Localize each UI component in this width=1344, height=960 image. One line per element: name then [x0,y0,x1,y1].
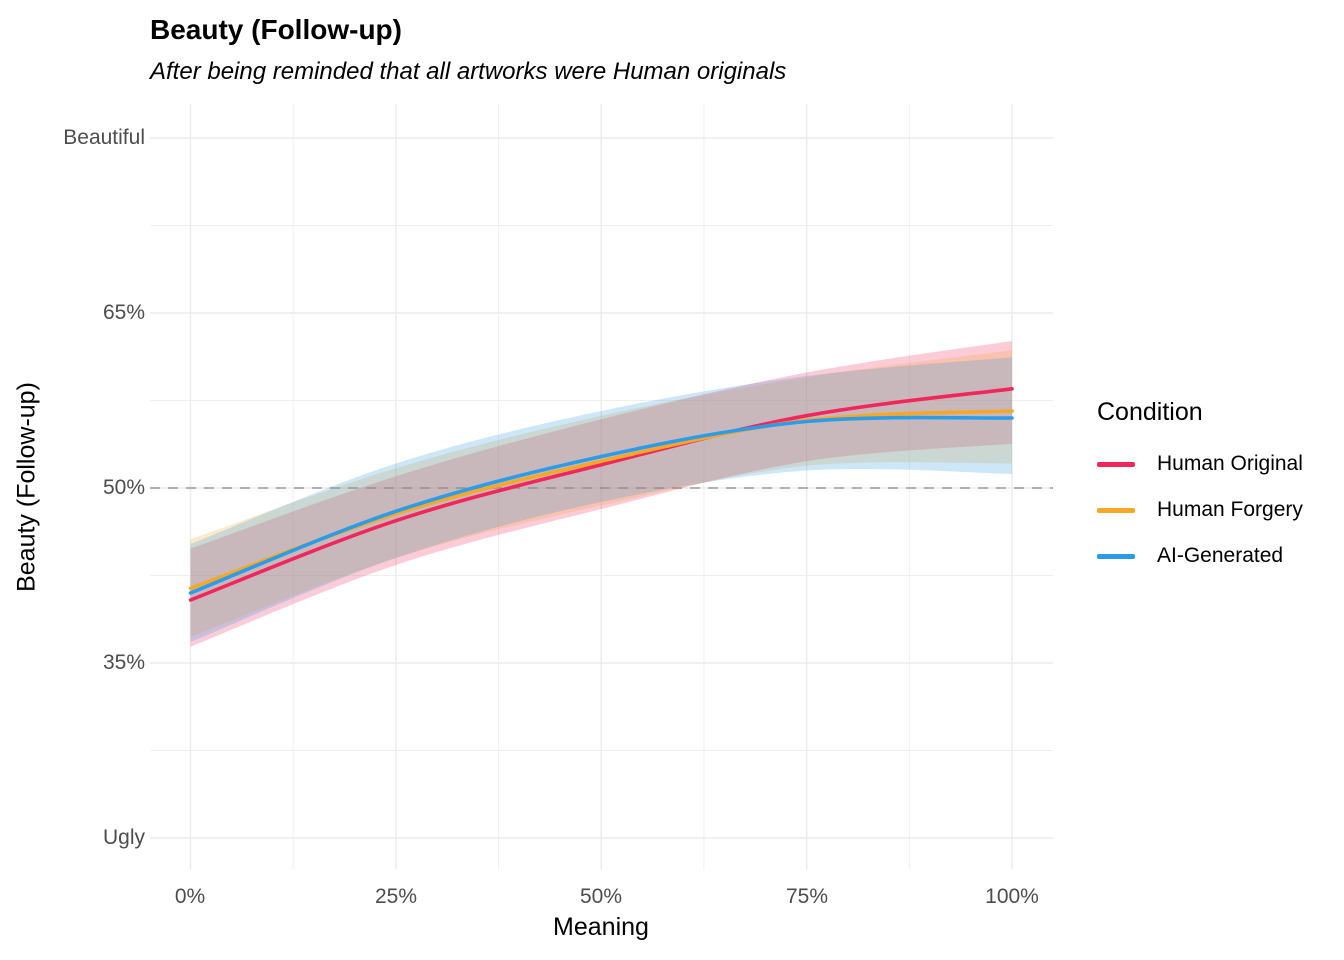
legend-label-human-forgery: Human Forgery [1157,498,1303,521]
series-line-ai-generated [188,415,1014,595]
legend-swatch-human-forgery [1097,507,1135,513]
x-tick-label-50: 50% [579,885,623,908]
chart-title: Beauty (Follow-up) [150,14,402,45]
x-tick-label-25: 25% [374,885,418,908]
legend-swatch-human-original [1097,461,1135,467]
legend-entry-ai-generated: AI-Generated [1097,533,1342,579]
x-tick-label-100: 100% [985,885,1039,908]
legend-label-human-original: Human Original [1157,452,1303,475]
legend-label-ai-generated: AI-Generated [1157,544,1284,567]
y-axis-title: Beauty (Follow-up) [12,382,41,592]
legend-swatch-ai-generated [1097,553,1135,559]
legend-entry-human-original: Human Original [1097,441,1342,487]
y-tick-label-ugly: Ugly [102,826,145,849]
y-tick-label-50: 50% [102,476,145,499]
x-tick-label-0: 0% [174,885,206,908]
x-axis-title: Meaning [553,913,649,941]
y-tick-label-beautiful: Beautiful [63,126,145,149]
ribbon-ai-generated [190,357,1012,642]
y-tick-label-35: 35% [102,651,145,674]
legend-title: Condition [1097,398,1203,426]
legend-entry-human-forgery: Human Forgery [1097,487,1342,533]
legend: Condition Human Original Human Forgery A… [1097,398,1342,579]
y-tick-label-65: 65% [102,301,145,324]
chart-subtitle: After being reminded that all artworks w… [150,58,787,85]
x-tick-label-75: 75% [785,885,829,908]
series-line-human-original [188,387,1014,602]
